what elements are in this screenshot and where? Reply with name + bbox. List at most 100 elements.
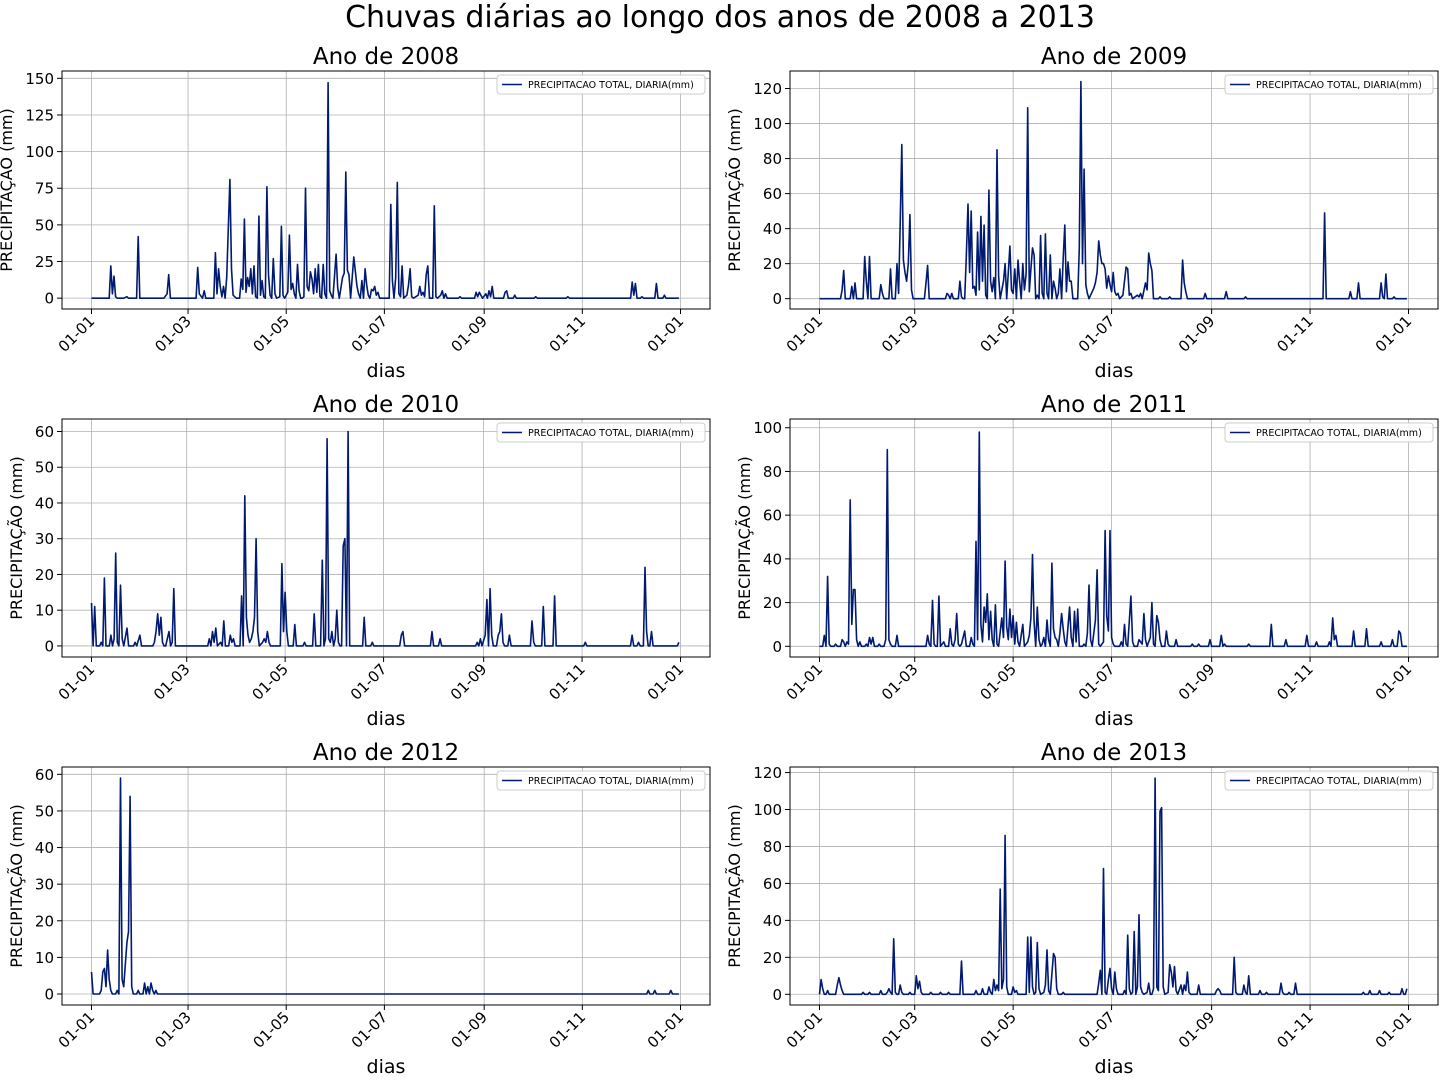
y-tick-label: 25	[35, 253, 54, 271]
x-tick-label: 01-03	[878, 312, 922, 356]
legend-label: PRECIPITACAO TOTAL, DIARIA(mm)	[1256, 80, 1422, 91]
y-tick-label: 0	[44, 986, 54, 1004]
y-tick-label: 120	[753, 80, 782, 98]
x-tick-label: 01-07	[347, 660, 391, 704]
x-tick-label: 01-05	[976, 312, 1020, 356]
x-tick-label: 01-09	[1175, 660, 1219, 704]
x-tick-label: 01-07	[348, 1008, 392, 1052]
x-axis-label: dias	[367, 708, 406, 730]
subplot-title: Ano de 2008	[313, 44, 459, 70]
y-tick-label: 10	[35, 949, 54, 967]
y-tick-label: 100	[753, 419, 782, 437]
x-tick-label: 01-07	[1075, 312, 1119, 356]
x-tick-label: 01-11	[1273, 1008, 1317, 1052]
x-tick-label: 01-09	[447, 660, 491, 704]
x-tick-label: 01-03	[151, 1008, 195, 1052]
y-tick-label: 100	[25, 143, 54, 161]
subplot-title: Ano de 2011	[1041, 392, 1187, 418]
x-tick-label: 01-01	[1372, 1008, 1416, 1052]
legend-box	[496, 422, 706, 443]
x-tick-label: 01-01	[1372, 660, 1416, 704]
y-tick-label: 60	[763, 507, 782, 525]
subplot-4: 0 20 40 60 80 100 01-01 01-03 01-05 01-07 01-09 01-…	[735, 392, 1439, 730]
y-axis-label: PRECIPITAÇÃO (mm)	[7, 456, 26, 620]
y-tick-label: 80	[763, 838, 782, 856]
legend: PRECIPITACAO TOTAL, DIARIA(mm)	[1224, 770, 1434, 791]
axes-frame	[61, 766, 711, 1006]
y-tick-label: 50	[35, 459, 54, 477]
x-tick-label: 01-01	[55, 660, 99, 704]
x-tick-label: 01-09	[1175, 312, 1219, 356]
y-tick-label: 100	[753, 115, 782, 133]
x-tick-label: 01-01	[644, 1008, 688, 1052]
x-tick-label: 01-05	[976, 1008, 1020, 1052]
x-axis-label: dias	[367, 1056, 406, 1078]
legend-label: PRECIPITACAO TOTAL, DIARIA(mm)	[1256, 428, 1422, 439]
x-axis-label: dias	[367, 360, 406, 382]
y-tick-label: 80	[763, 150, 782, 168]
subplot-title: Ano de 2009	[1041, 44, 1187, 70]
x-axis-label: dias	[1095, 1056, 1134, 1078]
x-tick-label: 01-01	[644, 312, 688, 356]
y-tick-label: 0	[772, 986, 782, 1004]
x-tick-label: 01-05	[976, 660, 1020, 704]
y-tick-label: 40	[763, 912, 782, 930]
precipitation-line	[90, 430, 680, 647]
legend-box	[1224, 770, 1434, 791]
x-tick-label: 01-03	[151, 312, 195, 356]
x-tick-label: 01-01	[644, 660, 688, 704]
axes-frame	[61, 70, 711, 310]
y-tick-label: 20	[35, 566, 54, 584]
subplot-3: 0 10 20 30 40 50 60 01-01 01-03 01-05 01-07 01-09 01…	[7, 392, 711, 730]
y-axis-label: PRECIPITAÇÃO (mm)	[735, 456, 754, 620]
precipitation-line	[91, 81, 679, 299]
x-tick-label: 01-09	[447, 312, 491, 356]
y-tick-label: 20	[763, 949, 782, 967]
subplot-title: Ano de 2012	[313, 740, 459, 766]
y-tick-label: 10	[35, 602, 54, 620]
x-tick-label: 01-01	[55, 312, 99, 356]
y-tick-label: 80	[763, 463, 782, 481]
legend-box	[1224, 74, 1434, 95]
y-tick-label: 30	[35, 876, 54, 894]
legend: PRECIPITACAO TOTAL, DIARIA(mm)	[496, 74, 706, 95]
x-tick-label: 01-01	[783, 1008, 827, 1052]
y-tick-label: 20	[763, 255, 782, 273]
precipitation-line	[819, 80, 1407, 300]
x-tick-label: 01-01	[783, 312, 827, 356]
x-tick-label: 01-09	[1175, 1008, 1219, 1052]
y-tick-label: 0	[44, 290, 54, 308]
legend-label: PRECIPITACAO TOTAL, DIARIA(mm)	[528, 80, 694, 91]
figure-title: Chuvas diárias ao longo dos anos de 2008…	[345, 0, 1095, 35]
precipitation-line	[819, 431, 1407, 648]
x-tick-label: 01-09	[447, 1008, 491, 1052]
axes-frame	[789, 766, 1439, 1006]
axes-frame	[789, 418, 1439, 658]
y-tick-label: 20	[35, 912, 54, 930]
x-tick-label: 01-11	[546, 1008, 590, 1052]
legend-label: PRECIPITACAO TOTAL, DIARIA(mm)	[1256, 776, 1422, 787]
y-axis-label: PRECIPITAÇÃO (mm)	[725, 804, 744, 968]
legend: PRECIPITACAO TOTAL, DIARIA(mm)	[496, 770, 706, 791]
legend: PRECIPITACAO TOTAL, DIARIA(mm)	[1224, 422, 1434, 443]
y-tick-label: 100	[753, 801, 782, 819]
x-tick-label: 01-07	[1075, 1008, 1119, 1052]
subplot-6: 0 20 40 60 80 100 120 01-01 01-03 01-05 01-07 01-09…	[725, 740, 1439, 1078]
x-tick-label: 01-11	[546, 312, 590, 356]
x-tick-label: 01-01	[783, 660, 827, 704]
x-axis-label: dias	[1095, 360, 1134, 382]
y-tick-label: 40	[763, 220, 782, 238]
y-tick-label: 0	[772, 638, 782, 656]
y-axis-label: PRECIPITAÇÃO (mm)	[725, 108, 744, 272]
x-tick-label: 01-11	[1273, 312, 1317, 356]
legend-label: PRECIPITACAO TOTAL, DIARIA(mm)	[528, 428, 694, 439]
x-tick-label: 01-03	[878, 660, 922, 704]
y-tick-label: 120	[753, 764, 782, 782]
x-tick-label: 01-07	[348, 312, 392, 356]
y-tick-label: 50	[35, 802, 54, 820]
y-tick-label: 0	[44, 637, 54, 655]
legend-box	[496, 770, 706, 791]
axes-frame	[61, 418, 711, 658]
y-tick-label: 50	[35, 216, 54, 234]
